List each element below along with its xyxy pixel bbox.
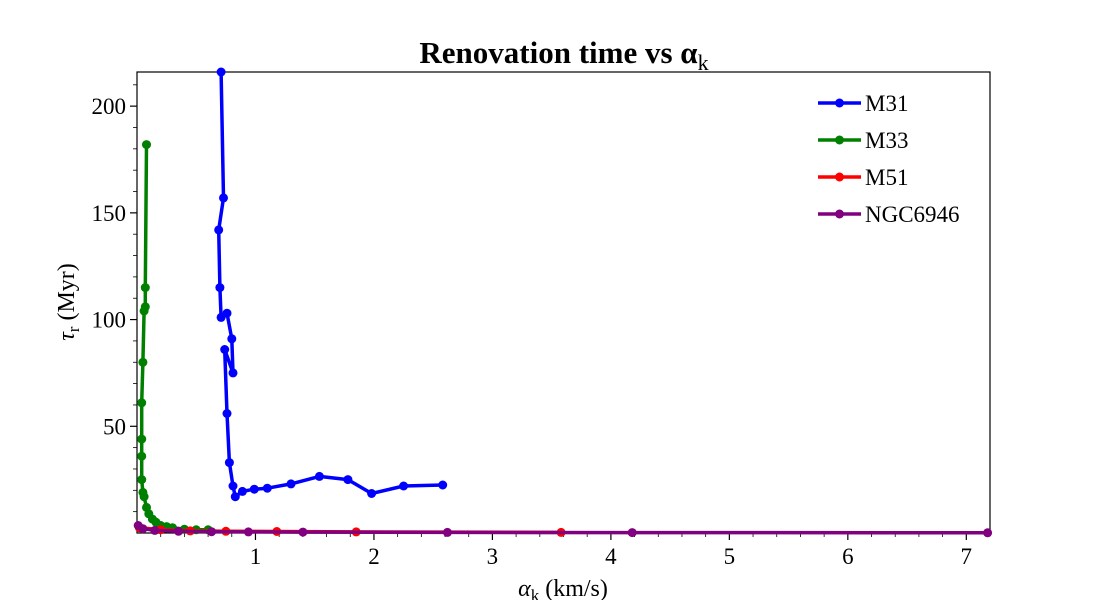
- x-tick-label: 5: [724, 544, 736, 569]
- series-line-m31: [216, 71, 443, 499]
- data-point-m31: [286, 479, 296, 489]
- legend-label: M31: [865, 91, 908, 116]
- data-point-m31: [222, 409, 232, 418]
- data-point-m33: [137, 398, 147, 408]
- data-point-m31: [216, 67, 226, 77]
- data-point-m31: [237, 486, 247, 496]
- data-point-m33: [142, 140, 151, 150]
- legend-label: NGC6946: [865, 202, 960, 227]
- y-tick-label: 50: [103, 414, 126, 439]
- legend-marker: [835, 209, 844, 219]
- y-tick-label: 150: [92, 201, 127, 226]
- data-point-ngc6946: [243, 527, 253, 537]
- y-axis-label: τr (Myr): [54, 263, 83, 341]
- data-point-m31: [262, 483, 272, 493]
- plot-area-frame: [136, 71, 991, 534]
- data-point-m31: [314, 471, 324, 481]
- data-point-m31: [224, 458, 234, 468]
- data-point-m31: [249, 484, 259, 494]
- x-tick-label: 4: [605, 544, 617, 569]
- legend-marker: [835, 172, 844, 182]
- data-point-m33: [138, 357, 148, 367]
- data-point-m31: [214, 225, 224, 235]
- data-point-m33: [137, 434, 147, 444]
- legend-entry-m51: M51: [818, 165, 908, 190]
- legend-entry-m31: M31: [818, 91, 908, 116]
- data-point-m31: [399, 481, 409, 491]
- x-tick-label: 1: [250, 544, 262, 569]
- data-point-ngc6946: [207, 527, 217, 537]
- series-line-ngc6946: [137, 524, 988, 535]
- series-layer: [133, 67, 993, 538]
- series-m33: [137, 140, 213, 535]
- data-point-m31: [343, 475, 353, 485]
- data-point-ngc6946: [150, 525, 160, 535]
- legend-marker: [835, 135, 844, 145]
- legend: M31 M33 M51 NGC6946: [818, 91, 960, 227]
- data-point-m31: [438, 480, 448, 490]
- data-point-m31: [228, 481, 238, 491]
- x-tick-label: 2: [368, 544, 380, 569]
- data-point-m33: [140, 283, 150, 293]
- data-point-m31: [220, 345, 230, 354]
- data-point-m33: [139, 306, 149, 316]
- series-line-m33: [139, 144, 209, 532]
- legend-marker: [835, 98, 844, 108]
- data-point-m33: [137, 451, 147, 461]
- legend-entry-m33: M33: [818, 128, 908, 153]
- x-tick-label: 7: [961, 544, 973, 569]
- x-tick-label: 6: [842, 544, 854, 569]
- chart-title: Renovation time vs αk: [419, 35, 708, 75]
- data-point-m31: [219, 193, 228, 203]
- data-point-m33: [137, 475, 147, 485]
- data-point-ngc6946: [983, 528, 993, 538]
- data-point-m31: [230, 492, 240, 502]
- y-tick-label: 200: [92, 94, 127, 119]
- data-point-m31: [216, 312, 226, 322]
- data-point-ngc6946: [627, 528, 637, 538]
- x-axis-label: αk (km/s): [518, 576, 608, 600]
- data-point-ngc6946: [174, 526, 183, 536]
- data-point-m31: [367, 489, 377, 498]
- legend-label: M33: [865, 128, 908, 153]
- y-tick-label: 100: [92, 308, 127, 333]
- data-point-ngc6946: [298, 527, 308, 537]
- data-point-ngc6946: [442, 527, 452, 537]
- data-point-ngc6946: [138, 524, 148, 534]
- data-point-m33: [139, 492, 149, 502]
- legend-label: M51: [865, 165, 908, 190]
- data-point-m31: [228, 368, 238, 378]
- legend-entry-ngc6946: NGC6946: [818, 202, 960, 227]
- series-ngc6946: [133, 521, 993, 538]
- data-point-m31: [227, 334, 237, 344]
- data-point-m31: [215, 283, 225, 293]
- series-m31: [214, 67, 448, 502]
- x-tick-label: 3: [487, 544, 499, 569]
